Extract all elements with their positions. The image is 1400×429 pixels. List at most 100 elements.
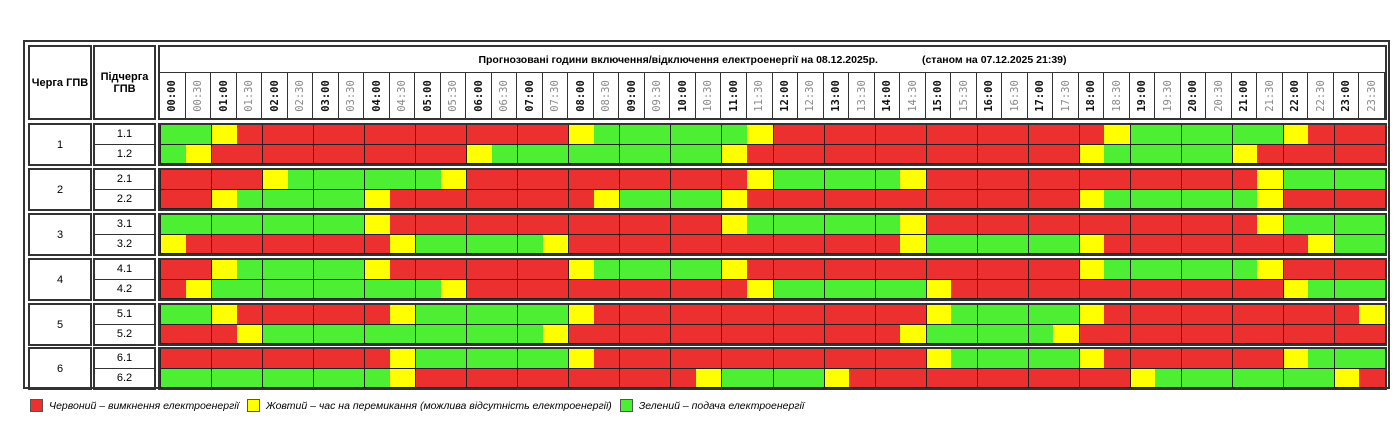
slot-on [1002, 349, 1028, 369]
time-labels: 00:00 00:30 01:00 01:30 02:00 02:30 03:00 03:30… [160, 73, 1385, 118]
time-label-text: 19:30 [1161, 79, 1174, 112]
time-label: 12:00 [773, 73, 799, 118]
slot-off [338, 349, 365, 369]
time-label: 18:00 [1079, 73, 1105, 118]
slot-off [900, 144, 926, 164]
time-label: 14:30 [900, 73, 926, 118]
slot-off [287, 234, 314, 254]
slot-on [517, 349, 543, 369]
slot-on [262, 279, 288, 299]
subqueue-label: 3.2 [116, 238, 133, 251]
subqueue-label: 4.2 [116, 283, 133, 296]
slot-off [1359, 189, 1385, 209]
slot-off [951, 144, 977, 164]
slot-on [466, 234, 492, 254]
subqueue-label: 6.1 [95, 349, 154, 369]
slot-on [1359, 170, 1385, 190]
time-label: 19:00 [1130, 73, 1156, 118]
slot-on [1308, 368, 1334, 388]
slot-off [593, 279, 620, 299]
slot-on [1104, 189, 1130, 209]
slot-on [236, 189, 263, 209]
subqueue-label: 5.1 [95, 305, 154, 325]
time-label-text: 14:30 [906, 79, 919, 112]
slot-off [491, 125, 518, 145]
slot-on [262, 324, 288, 344]
slot-off [619, 305, 645, 325]
slot-off [695, 324, 722, 344]
subqueue-list: 1.1 1.2 [93, 123, 156, 166]
slot-on [1359, 279, 1385, 299]
slot-off [1206, 305, 1232, 325]
slot-off [1002, 260, 1028, 280]
slot-off [466, 189, 492, 209]
slot-off [389, 260, 416, 280]
slot-on [670, 189, 696, 209]
slot-on [262, 215, 288, 235]
time-label-text: 15:30 [957, 79, 970, 112]
slot-on [951, 349, 977, 369]
slot-off [1104, 368, 1130, 388]
time-label-text: 20:30 [1212, 79, 1225, 112]
slot-off [925, 189, 952, 209]
slot-off [160, 324, 186, 344]
slot-off [491, 215, 518, 235]
time-label-text: 04:30 [395, 79, 408, 112]
slot-on [823, 170, 850, 190]
slot-on [593, 144, 620, 164]
slot-off [874, 260, 901, 280]
slot-off [976, 368, 1003, 388]
slot-off [976, 144, 1003, 164]
slot-off [1206, 279, 1232, 299]
time-label-text: 00:00 [166, 79, 179, 112]
slot-on [619, 125, 645, 145]
slot-on [313, 260, 339, 280]
slot-off [211, 324, 237, 344]
slot-switching [568, 305, 594, 325]
slot-off [211, 234, 237, 254]
slot-off [313, 125, 339, 145]
slot-on [415, 170, 441, 190]
slot-on [287, 368, 314, 388]
slot-off [1333, 125, 1360, 145]
time-label: 05:30 [441, 73, 467, 118]
slot-off [874, 349, 901, 369]
slot-switching [568, 260, 594, 280]
legend-swatch [30, 399, 43, 412]
slot-off [1359, 144, 1385, 164]
slot-on [1282, 368, 1309, 388]
slot-off [1002, 189, 1028, 209]
slot-off [874, 234, 901, 254]
slot-off [287, 125, 314, 145]
slot-switching [1078, 305, 1105, 325]
time-label-text: 06:00 [472, 79, 485, 112]
slot-off [542, 125, 569, 145]
slot-off [951, 260, 977, 280]
slot-off [338, 305, 365, 325]
slot-off [211, 170, 237, 190]
slot-on [440, 349, 467, 369]
slot-off [1359, 260, 1385, 280]
time-label-text: 13:00 [829, 79, 842, 112]
slot-switching [1308, 234, 1334, 254]
slot-off [798, 125, 824, 145]
time-label: 02:30 [288, 73, 314, 118]
slot-on [1155, 144, 1181, 164]
slot-on [1308, 349, 1334, 369]
slot-on [925, 324, 952, 344]
slot-off [338, 125, 365, 145]
slot-switching [568, 125, 594, 145]
slot-off [772, 260, 799, 280]
slot-off [1053, 125, 1079, 145]
slot-on [1027, 234, 1054, 254]
slot-on [415, 234, 441, 254]
slot-off [517, 215, 543, 235]
slot-off [951, 189, 977, 209]
queue-group: 5 5.1 5.2 [28, 303, 1387, 346]
slot-off [415, 215, 441, 235]
slot-off [772, 349, 799, 369]
slot-on [491, 324, 518, 344]
slot-off [1129, 324, 1156, 344]
slot-off [593, 305, 620, 325]
slot-off [1027, 170, 1054, 190]
